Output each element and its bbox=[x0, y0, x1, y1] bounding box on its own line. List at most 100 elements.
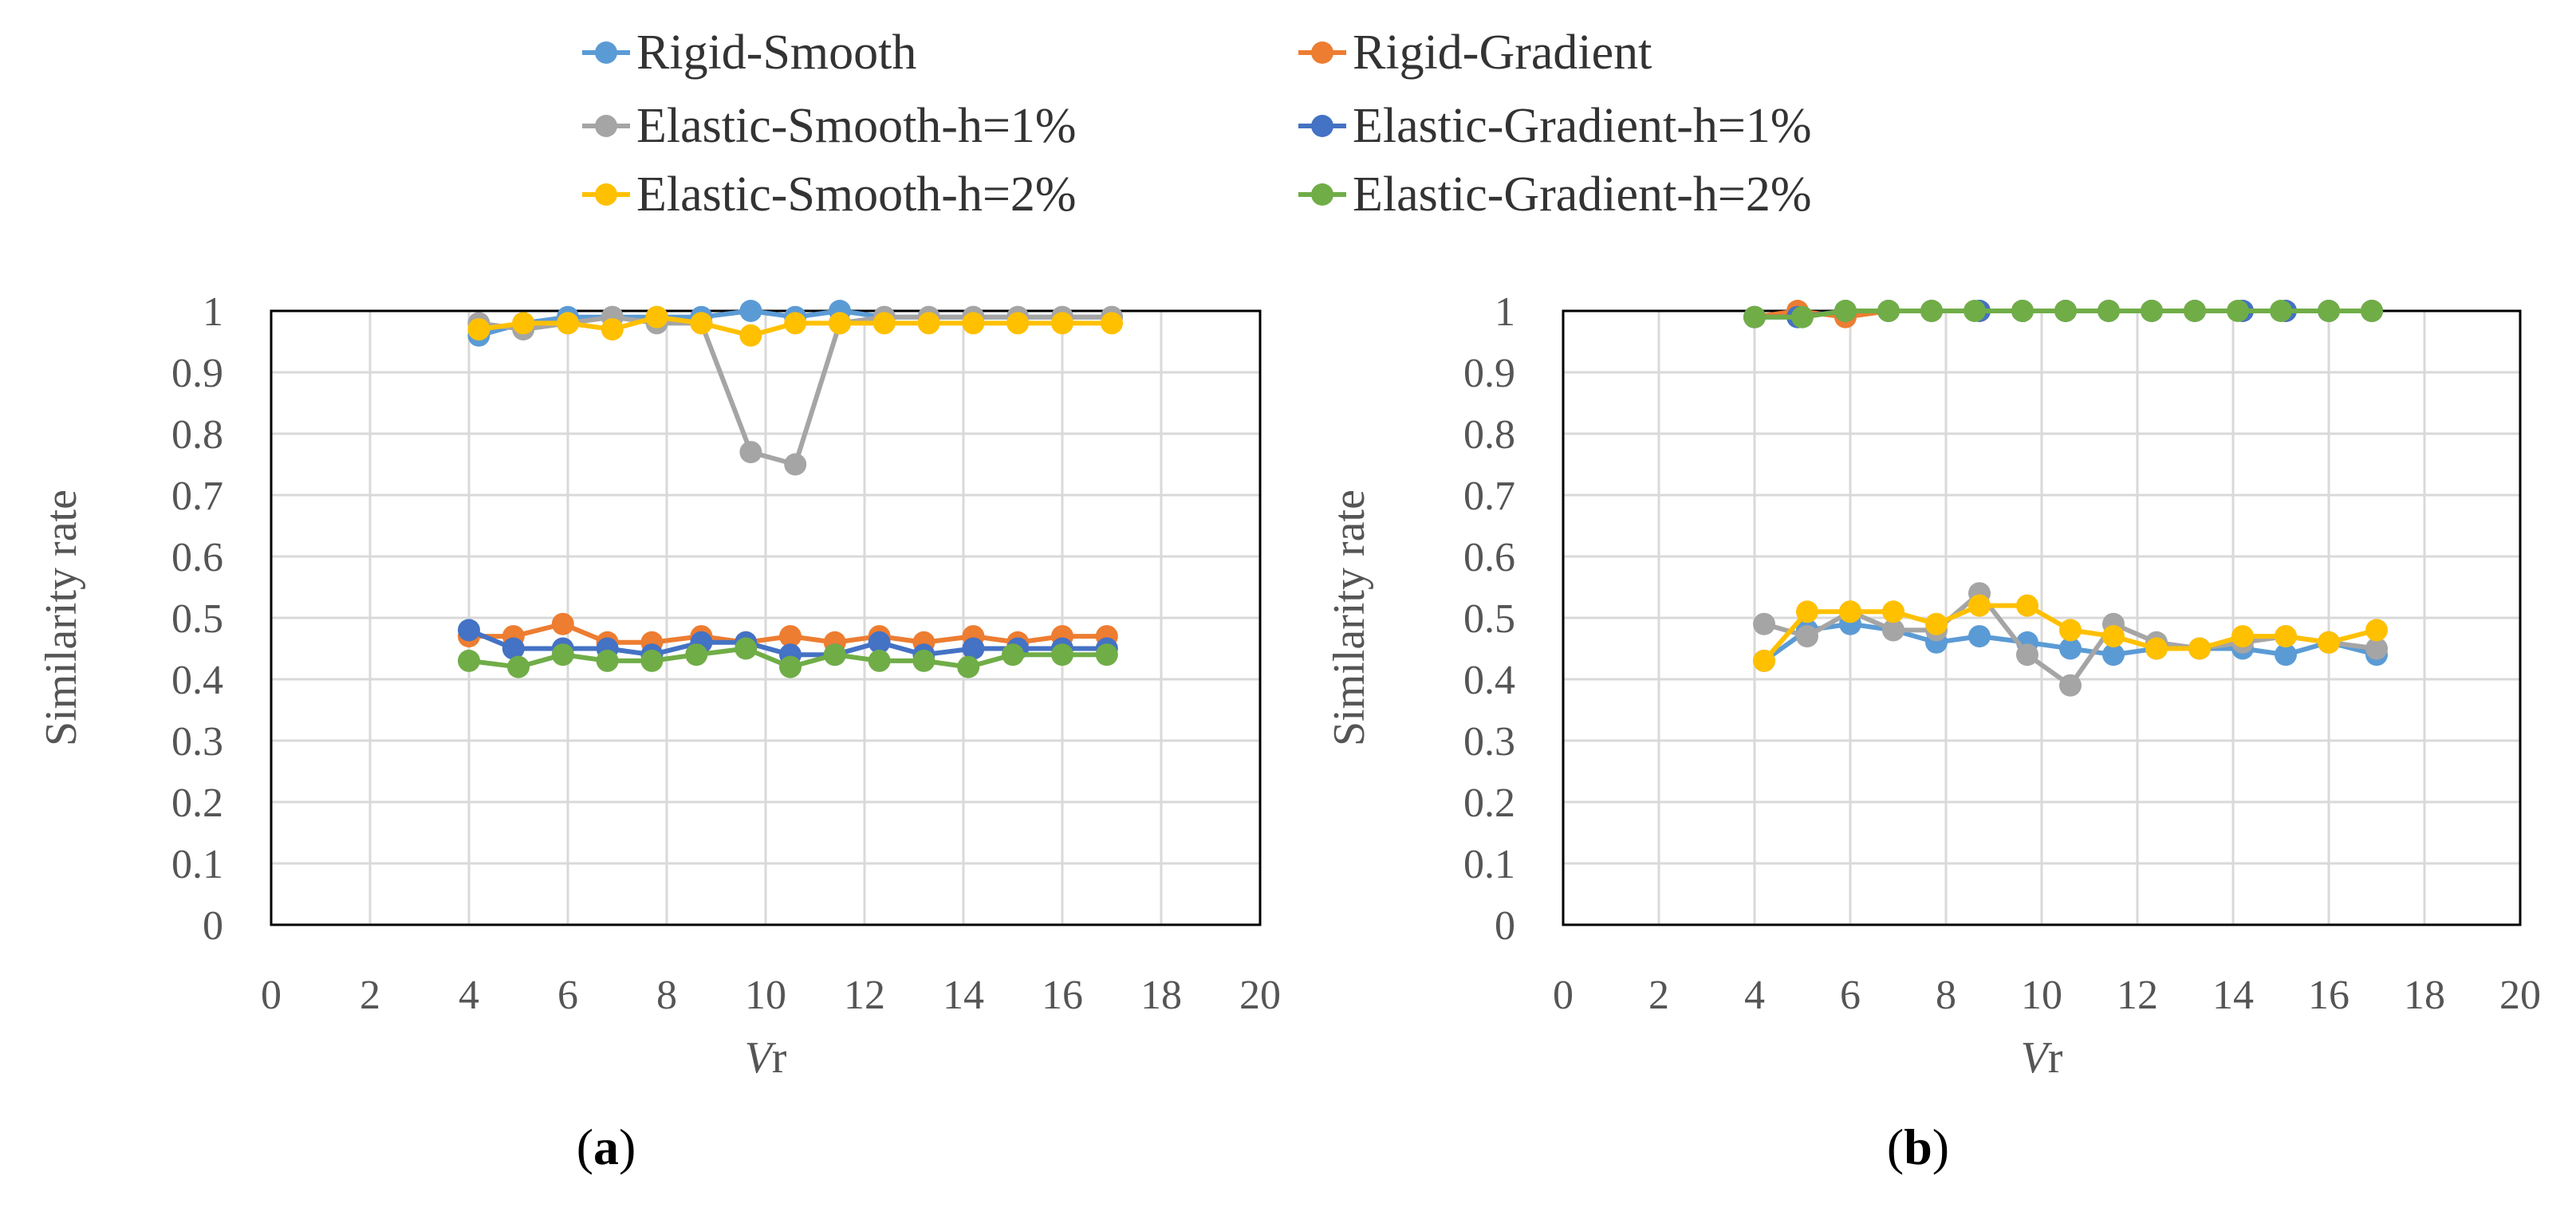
y-tick-label: 0.8 bbox=[171, 412, 223, 458]
data-point bbox=[2184, 300, 2206, 322]
x-tick-label: 2 bbox=[360, 973, 380, 1018]
data-point bbox=[601, 318, 624, 341]
y-tick-label: 0.4 bbox=[1463, 658, 1515, 703]
data-point bbox=[557, 312, 579, 335]
x-tick-label: 20 bbox=[1239, 973, 1281, 1018]
data-point bbox=[1920, 300, 1943, 322]
data-point bbox=[829, 312, 851, 335]
data-point bbox=[917, 312, 940, 335]
data-point bbox=[2102, 643, 2125, 666]
x-tick-label: 2 bbox=[1648, 973, 1669, 1018]
legend: Rigid-Smooth Rigid-Gradient Elastic-Smoo… bbox=[582, 26, 1812, 222]
data-point bbox=[645, 305, 668, 328]
data-point bbox=[2011, 300, 2034, 322]
x-tick-label: 4 bbox=[1744, 973, 1765, 1018]
legend-entry-elastic-gradient-h2: Elastic-Gradient-h=2% bbox=[1298, 167, 1812, 222]
data-point bbox=[551, 612, 574, 635]
data-point bbox=[962, 312, 985, 335]
y-tick-label: 0 bbox=[203, 903, 223, 949]
legend-marker-dot bbox=[595, 41, 617, 64]
legend-label: Elastic-Gradient-h=1% bbox=[1353, 99, 1812, 153]
data-point bbox=[2361, 300, 2383, 322]
data-point bbox=[739, 441, 762, 464]
x-tick-label: 10 bbox=[745, 973, 786, 1018]
x-tick-label: 6 bbox=[1840, 973, 1861, 1018]
y-tick-label: 0.7 bbox=[1463, 474, 1515, 519]
legend-marker-dot bbox=[595, 183, 617, 206]
x-tick-label: 20 bbox=[2499, 973, 2541, 1018]
data-point bbox=[1753, 649, 1775, 672]
y-axis-title: Similarity rate bbox=[1325, 490, 1374, 746]
data-point bbox=[1051, 643, 1073, 666]
data-point bbox=[739, 300, 762, 322]
data-point bbox=[779, 625, 802, 648]
y-tick-label: 0.6 bbox=[171, 535, 223, 580]
data-point bbox=[2016, 594, 2038, 617]
legend-entry-rigid-gradient: Rigid-Gradient bbox=[1298, 26, 1652, 80]
data-point bbox=[868, 649, 891, 672]
x-tick-label: 18 bbox=[2404, 973, 2445, 1018]
y-tick-label: 0 bbox=[1495, 903, 1515, 949]
chart-panel-b: 0 2 4 6 8 10 12 14 16 18 20 0 0.1 0.2 0.3 0.4 0.5 0.6 0.7 0… bbox=[1325, 289, 2541, 1175]
legend-label: Rigid-Smooth bbox=[636, 26, 916, 80]
x-axis-title: Vr bbox=[2021, 1033, 2063, 1083]
legend-label: Rigid-Gradient bbox=[1353, 26, 1652, 80]
data-point bbox=[784, 453, 807, 476]
x-tick-label: 14 bbox=[2212, 973, 2254, 1018]
legend-marker-dot bbox=[1311, 115, 1333, 137]
data-point bbox=[1968, 625, 1991, 648]
panel-label: (b) bbox=[1887, 1119, 1949, 1175]
data-point bbox=[507, 655, 530, 678]
x-tick-label: 6 bbox=[557, 973, 578, 1018]
legend-label: Elastic-Smooth-h=1% bbox=[636, 99, 1077, 153]
data-point bbox=[1101, 312, 1123, 335]
x-tick-label: 10 bbox=[2021, 973, 2062, 1018]
data-point bbox=[1882, 600, 1904, 623]
data-point bbox=[2365, 619, 2388, 642]
data-point bbox=[872, 312, 896, 335]
data-point bbox=[1791, 305, 1814, 328]
x-tick-label: 16 bbox=[1042, 973, 1083, 1018]
data-point bbox=[1964, 300, 1986, 322]
data-point bbox=[2054, 300, 2077, 322]
x-tick-label: 12 bbox=[2117, 973, 2158, 1018]
data-point bbox=[868, 631, 891, 654]
data-point bbox=[957, 655, 980, 678]
data-point bbox=[739, 324, 762, 347]
x-tick-label: 0 bbox=[261, 973, 282, 1018]
data-point bbox=[962, 637, 985, 660]
x-tick-label: 0 bbox=[1553, 973, 1574, 1018]
x-tick-label: 4 bbox=[459, 973, 479, 1018]
y-tick-label: 0.6 bbox=[1463, 535, 1515, 580]
data-point bbox=[2318, 300, 2340, 322]
y-tick-label: 1 bbox=[203, 289, 223, 335]
data-point bbox=[1753, 612, 1775, 635]
y-tick-label: 0.2 bbox=[171, 780, 223, 826]
legend-label: Elastic-Smooth-h=2% bbox=[636, 167, 1077, 222]
data-point bbox=[2188, 637, 2211, 660]
panel-label: (a) bbox=[577, 1119, 636, 1175]
data-point bbox=[912, 649, 935, 672]
data-point bbox=[1925, 612, 1948, 635]
data-point bbox=[1051, 312, 1073, 335]
legend-entry-rigid-smooth: Rigid-Smooth bbox=[582, 26, 916, 80]
data-point bbox=[1743, 305, 1766, 328]
data-point bbox=[1877, 300, 1900, 322]
data-point bbox=[690, 312, 713, 335]
data-point bbox=[2059, 674, 2082, 697]
x-tick-label: 8 bbox=[1936, 973, 1956, 1018]
y-tick-label: 0.4 bbox=[171, 658, 223, 703]
x-tick-label: 8 bbox=[656, 973, 677, 1018]
data-point bbox=[458, 619, 480, 642]
legend-marker-dot bbox=[1311, 41, 1333, 64]
y-tick-label: 0.9 bbox=[171, 351, 223, 396]
legend-label: Elastic-Gradient-h=2% bbox=[1353, 167, 1812, 222]
y-tick-label: 0.1 bbox=[171, 842, 223, 887]
data-point bbox=[2141, 300, 2163, 322]
y-tick-label: 0.5 bbox=[171, 596, 223, 642]
y-tick-label: 0.3 bbox=[171, 719, 223, 765]
data-point bbox=[512, 312, 535, 335]
data-point bbox=[2270, 300, 2292, 322]
data-point bbox=[2059, 637, 2082, 660]
